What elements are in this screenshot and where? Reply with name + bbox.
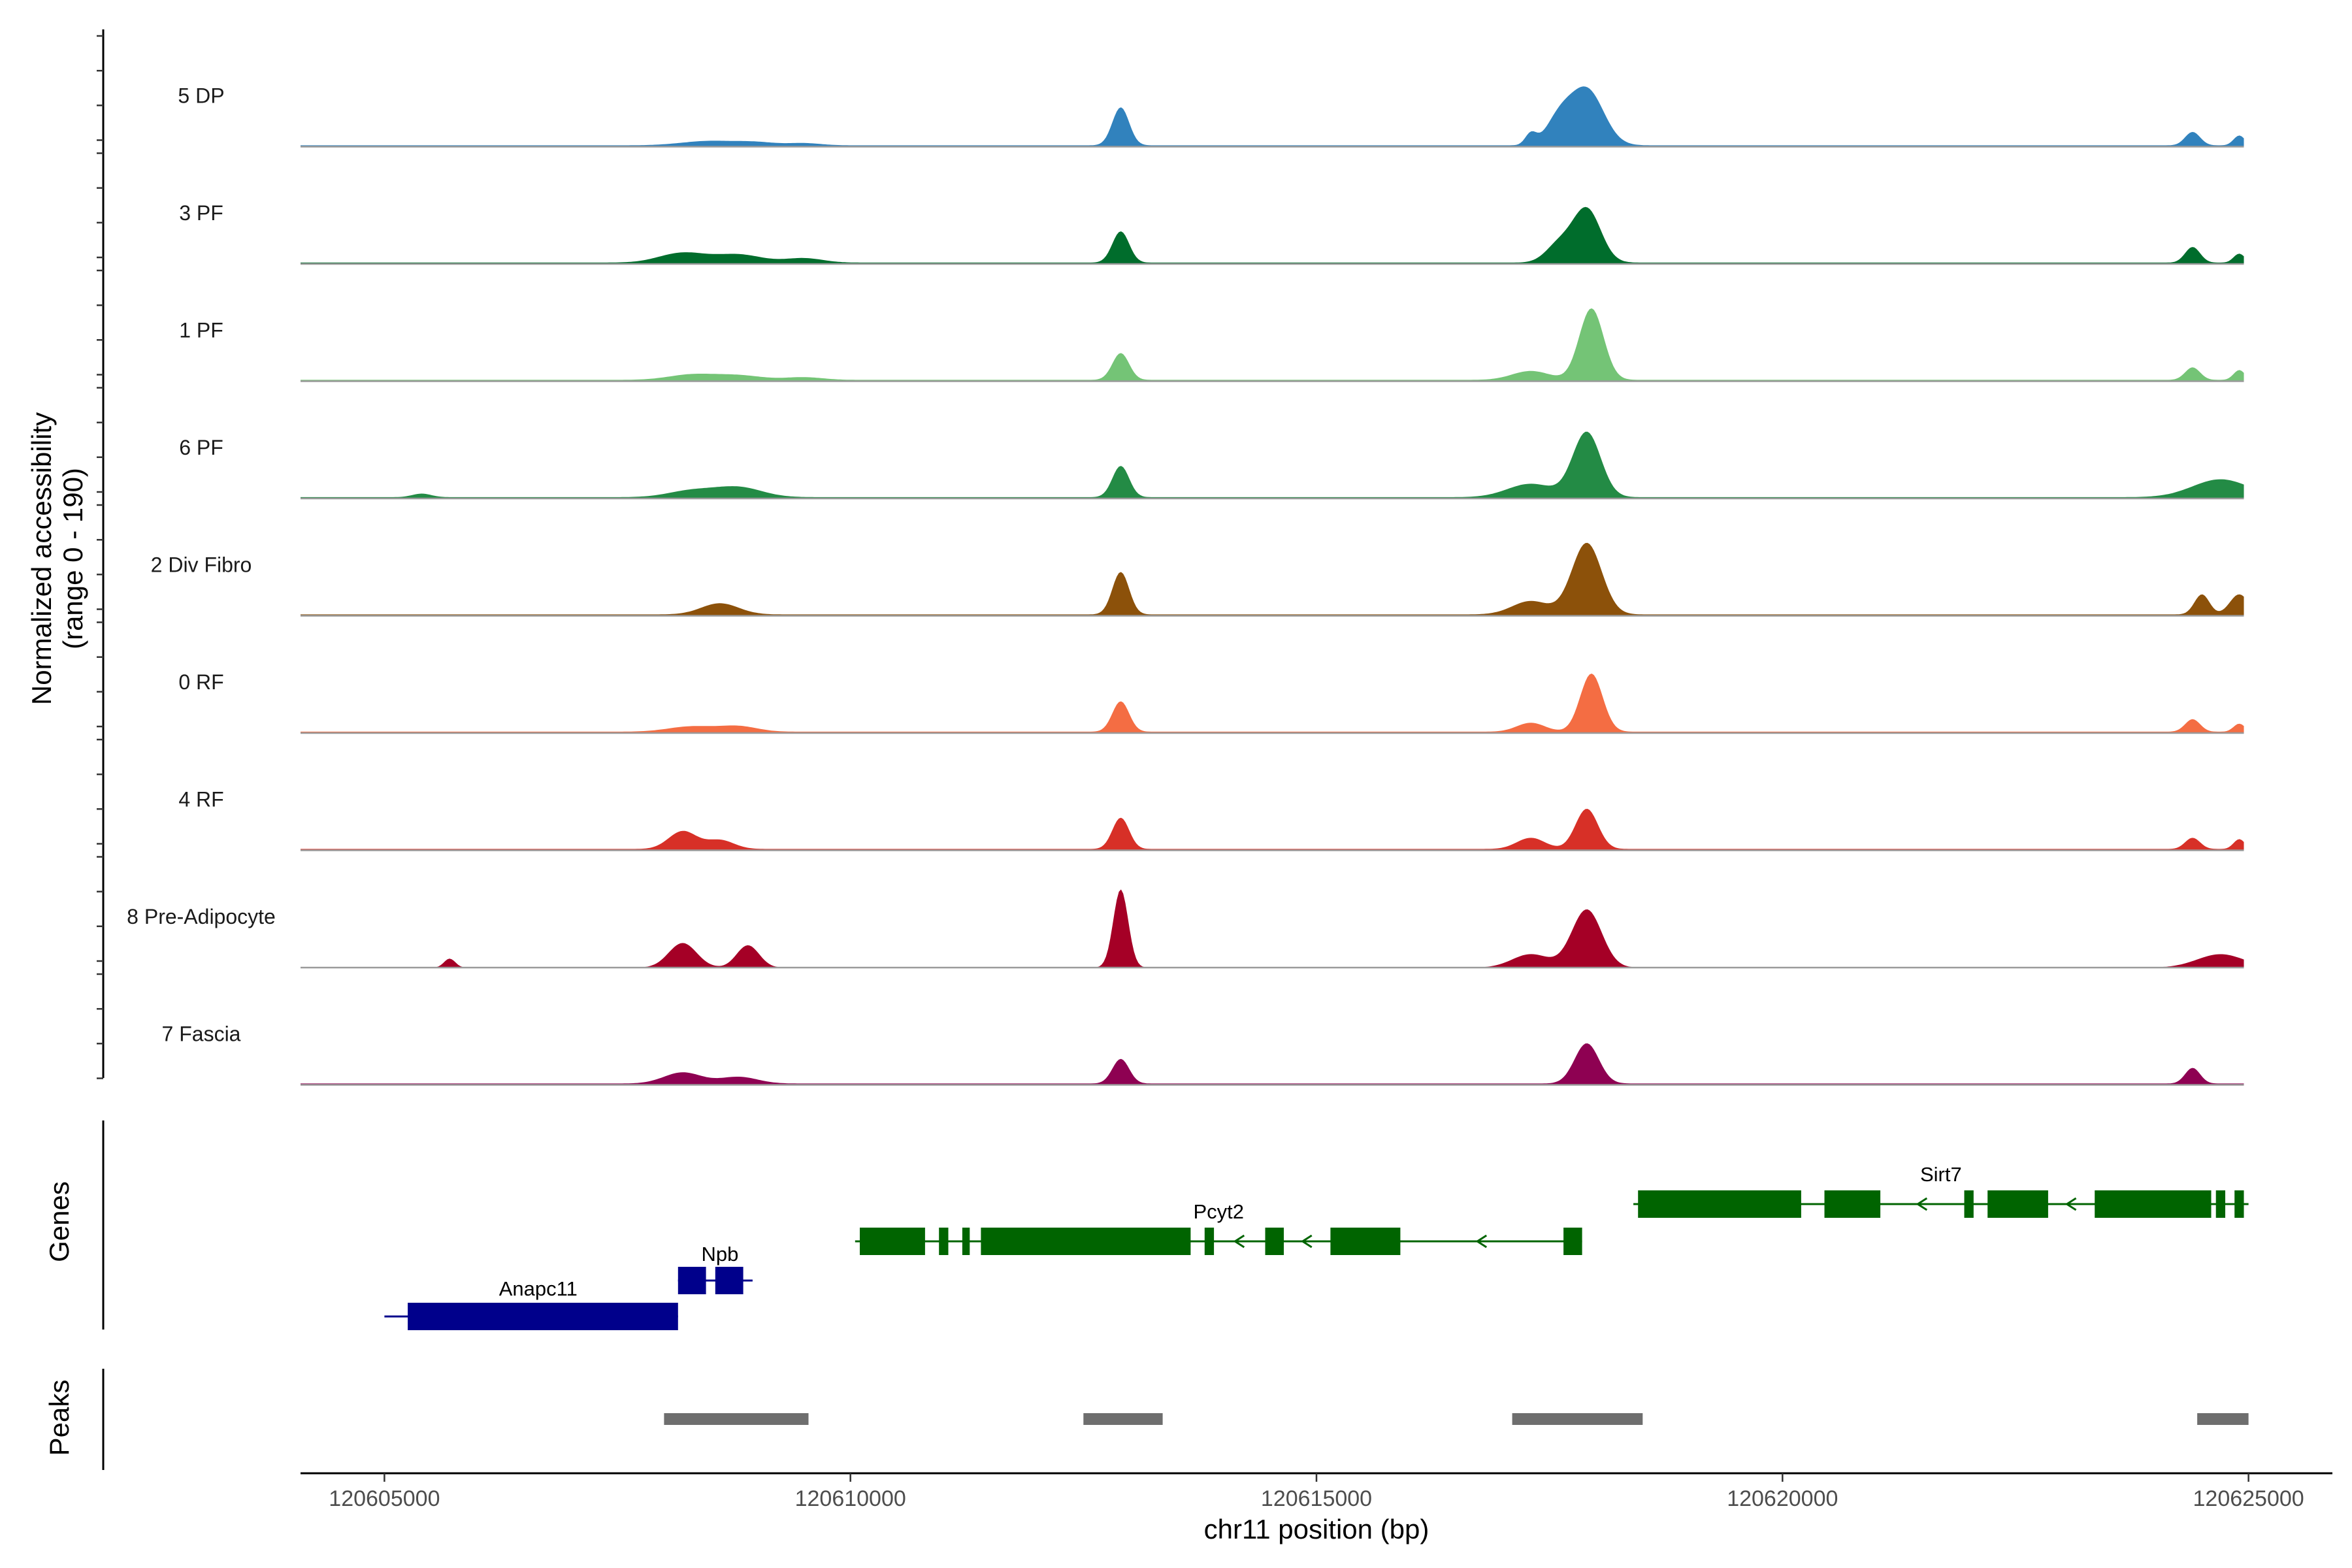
gene-exon	[939, 1228, 949, 1255]
track-label: 1 PF	[179, 319, 223, 342]
coverage-tracks: 5 DP 3 PF 1 PF 6 PF 2 Div Fibro 0 RF 4 RF 8 Pre…	[127, 84, 2244, 1086]
x-tick-label: 120620000	[1727, 1486, 1838, 1511]
gene-model: Pcyt2	[855, 1200, 1582, 1255]
strand-chevron	[2065, 1197, 2077, 1211]
x-tick-label: 120610000	[795, 1486, 906, 1511]
gene-exon	[2234, 1190, 2244, 1218]
gene-label: Anapc11	[499, 1277, 578, 1300]
gene-exon	[2215, 1190, 2225, 1218]
track-label: 3 PF	[179, 201, 223, 225]
track-label: 5 DP	[178, 84, 224, 108]
x-tick-label: 120615000	[1261, 1486, 1372, 1511]
x-tick-label: 120625000	[2193, 1486, 2304, 1511]
strand-chevron	[1233, 1234, 1245, 1249]
coverage-track: 6 PF	[179, 431, 2244, 500]
y-axis-title-group: Normalized accessibility (range 0 - 190)	[26, 412, 88, 705]
gene-model: Npb	[678, 1243, 753, 1294]
coverage-track: 2 Div Fibro	[151, 542, 2244, 617]
coverage-track: 0 RF	[178, 670, 2244, 734]
x-tick-label: 120605000	[329, 1486, 440, 1511]
y-axis-title: Normalized accessibility	[26, 412, 57, 705]
gene-exon	[860, 1228, 925, 1255]
track-label: 2 Div Fibro	[151, 553, 252, 577]
gene-exon	[1563, 1228, 1582, 1255]
gene-exon	[1964, 1190, 1974, 1218]
gene-model: Anapc11	[384, 1277, 678, 1330]
peak-region	[2197, 1413, 2249, 1425]
track-label: 7 Fascia	[162, 1022, 241, 1046]
gene-exon	[1638, 1190, 1801, 1218]
gene-exon	[715, 1267, 743, 1294]
gene-exon	[2095, 1190, 2212, 1218]
coverage-y-ticks	[97, 35, 103, 1079]
coverage-track: 4 RF	[178, 788, 2244, 851]
coverage-track: 5 DP	[178, 84, 2244, 148]
peak-region	[664, 1413, 809, 1425]
coverage-track: 3 PF	[179, 201, 2244, 265]
genes-panel-label: Genes	[44, 1181, 74, 1262]
gene-label: Pcyt2	[1193, 1200, 1244, 1223]
track-label: 6 PF	[179, 436, 223, 459]
gene-exon	[1330, 1228, 1401, 1255]
track-label: 0 RF	[178, 670, 223, 694]
strand-chevron	[1916, 1197, 1928, 1211]
peak-region	[1512, 1413, 1643, 1425]
strand-chevron	[1300, 1234, 1313, 1249]
coverage-track: 7 Fascia	[162, 1022, 2244, 1086]
coverage-track: 8 Pre-Adipocyte	[127, 889, 2244, 969]
gene-label: Npb	[702, 1243, 739, 1266]
coverage-track: 1 PF	[179, 308, 2244, 382]
track-label: 8 Pre-Adipocyte	[127, 905, 276, 928]
x-axis-ticks: 120605000 120610000 120615000 120620000 1206…	[329, 1473, 2304, 1511]
gene-annotations: Npb Anapc11 Pcyt2 Sirt7	[384, 1163, 2249, 1330]
gene-exon	[408, 1303, 678, 1330]
gene-exon	[1987, 1190, 2048, 1218]
strand-chevron	[1475, 1234, 1488, 1249]
x-axis-title: chr11 position (bp)	[1204, 1514, 1429, 1544]
gene-exon	[1204, 1228, 1215, 1255]
peak-region	[1083, 1413, 1163, 1425]
y-axis-subtitle: (range 0 - 190)	[57, 468, 88, 649]
track-label: 4 RF	[178, 788, 223, 811]
gene-exon	[1265, 1228, 1284, 1255]
gene-label: Sirt7	[1920, 1163, 1962, 1186]
peaks-panel-label: Peaks	[44, 1380, 74, 1456]
gene-model: Sirt7	[1633, 1163, 2249, 1218]
gene-exon	[678, 1267, 706, 1294]
gene-exon	[1824, 1190, 1881, 1218]
gene-exon	[981, 1228, 1191, 1255]
peak-regions	[664, 1413, 2249, 1425]
gene-exon	[962, 1228, 970, 1255]
